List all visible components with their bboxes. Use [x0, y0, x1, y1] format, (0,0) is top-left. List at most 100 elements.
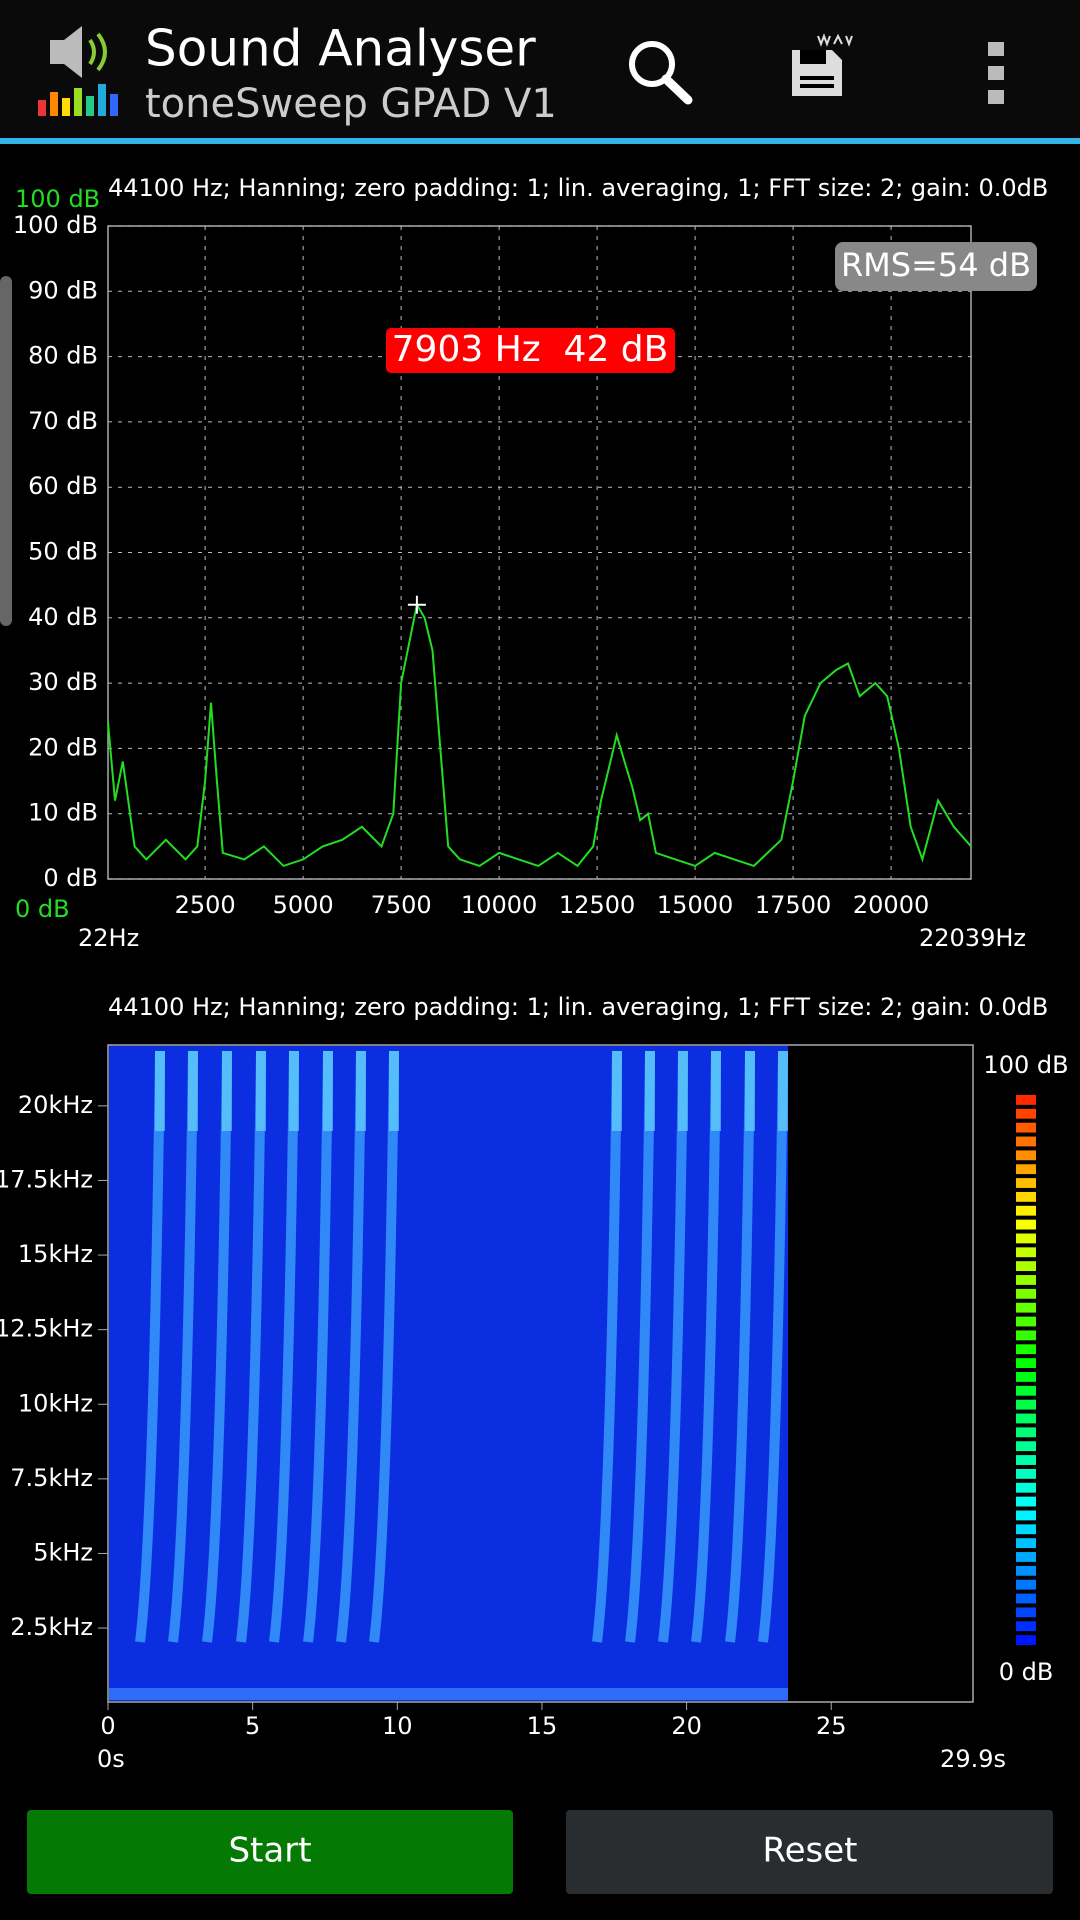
range-top-label: 100 dB — [15, 185, 100, 213]
colorbar-segment — [1016, 1399, 1036, 1410]
peak-label-box — [386, 328, 675, 373]
y-tick-label: 100 dB — [13, 211, 98, 239]
colorbar-segment — [1016, 1524, 1036, 1535]
x-tick-label: 10000 — [461, 891, 537, 919]
x-tick-label: 7500 — [371, 891, 432, 919]
app-icon — [38, 26, 118, 116]
spectrum-line — [107, 601, 972, 868]
sweep-streak — [336, 1050, 366, 1643]
y-tick-label: 50 dB — [28, 538, 98, 566]
x-tick-label: 20 — [671, 1712, 702, 1740]
y-tick-label: 40 dB — [28, 603, 98, 631]
colorbar-segment — [1016, 1593, 1036, 1604]
rms-box — [835, 242, 1037, 291]
colorbar-segment — [1016, 1482, 1036, 1493]
colorbar-segment — [1016, 1468, 1036, 1479]
sweep-streak — [725, 1050, 755, 1643]
sweep-streak — [691, 1050, 721, 1643]
app-bar-divider — [0, 138, 1080, 144]
x-tick-label: 12500 — [559, 891, 635, 919]
y-tick-label: 10kHz — [18, 1389, 93, 1417]
y-tick-label: 90 dB — [28, 276, 98, 304]
colorbar-label: 100 dB — [983, 1051, 1068, 1079]
colorbar-segment — [1016, 1441, 1036, 1452]
search-button[interactable] — [629, 41, 693, 105]
y-tick-label: 60 dB — [28, 472, 98, 500]
app-title: Sound Analyser — [145, 20, 536, 78]
side-drawer-handle[interactable] — [0, 276, 12, 626]
colorbar-segment — [1016, 1579, 1036, 1590]
sweep-streak — [236, 1050, 266, 1643]
y-tick-label: 17.5kHz — [0, 1165, 93, 1193]
sweep-streak — [269, 1050, 299, 1643]
x-tick-label: 0 — [100, 1712, 115, 1740]
x-tick-label: 5 — [245, 1712, 260, 1740]
y-tick-label: 0 dB — [43, 864, 98, 892]
x-range-start: 22Hz — [78, 924, 139, 952]
colorbar-segment — [1016, 1413, 1036, 1424]
peak-label: 7903 Hz 42 dB — [392, 329, 669, 370]
sweep-streak — [592, 1050, 622, 1643]
colorbar-segment — [1016, 1538, 1036, 1549]
colorbar-label: 0 dB — [999, 1658, 1054, 1686]
rms-label: RMS=54 dB — [841, 246, 1031, 284]
y-tick-label: 20 dB — [28, 733, 98, 761]
range-bottom-label: 0 dB — [15, 895, 70, 923]
app-subtitle: toneSweep GPAD V1 — [145, 81, 557, 127]
sweep-streak — [369, 1050, 399, 1643]
colorbar-segment — [1016, 1552, 1036, 1562]
colorbar-segment — [1016, 1164, 1036, 1175]
colorbar-segment — [1016, 1191, 1036, 1202]
x-tick-label: 17500 — [755, 891, 831, 919]
colorbar-segment — [1016, 1510, 1036, 1521]
sweep-streak — [758, 1050, 788, 1643]
colorbar-segment — [1016, 1316, 1036, 1327]
x-tick-label: 25 — [816, 1712, 847, 1740]
y-tick-label: 80 dB — [28, 342, 98, 370]
colorbar-segment — [1016, 1205, 1036, 1216]
colorbar-segment — [1016, 1427, 1036, 1438]
save-wav-button[interactable] — [792, 33, 853, 96]
spectrogram-floor — [109, 1688, 788, 1700]
chart-info: 44100 Hz; Hanning; zero padding: 1; lin.… — [108, 993, 1048, 1021]
colorbar-segment — [1016, 1330, 1036, 1341]
x-range-end: 29.9s — [940, 1745, 1006, 1773]
colorbar-segment — [1016, 1261, 1036, 1272]
sweep-streak — [625, 1050, 655, 1643]
x-tick-label: 5000 — [273, 891, 334, 919]
overflow-menu[interactable] — [988, 42, 1004, 104]
y-tick-label: 30 dB — [28, 668, 98, 696]
sweep-streak — [658, 1050, 688, 1643]
colorbar-segment — [1016, 1150, 1036, 1161]
chart-info: 44100 Hz; Hanning; zero padding: 1; lin.… — [108, 174, 1048, 202]
colorbar-segment — [1016, 1635, 1036, 1645]
colorbar-segment — [1016, 1122, 1036, 1133]
charts: 44100 Hz; Hanning; zero padding: 1; lin.… — [0, 174, 1069, 1773]
sweep-streak — [168, 1050, 198, 1643]
colorbar-segment — [1016, 1607, 1036, 1618]
colorbar-segment — [1016, 1288, 1036, 1299]
colorbar-segment — [1016, 1344, 1036, 1355]
y-tick-label: 7.5kHz — [10, 1464, 93, 1492]
colorbar-segment — [1016, 1565, 1036, 1576]
colorbar-segment — [1016, 1178, 1036, 1188]
reset-button-label[interactable]: Reset — [763, 1831, 858, 1871]
colorbar-segment — [1016, 1302, 1036, 1313]
start-button-label[interactable]: Start — [228, 1831, 311, 1871]
x-tick-label: 20000 — [853, 891, 929, 919]
colorbar-segment — [1016, 1358, 1036, 1368]
start-button[interactable] — [27, 1810, 513, 1894]
x-tick-label: 2500 — [175, 891, 236, 919]
sweep-streak — [202, 1050, 232, 1643]
y-tick-label: 20kHz — [18, 1091, 93, 1119]
colorbar-segment — [1016, 1247, 1036, 1258]
colorbar-segment — [1016, 1372, 1036, 1382]
y-tick-label: 5kHz — [33, 1538, 93, 1566]
colorbar-segment — [1016, 1496, 1036, 1507]
colorbar-segment — [1016, 1233, 1036, 1244]
colorbar-segment — [1016, 1219, 1036, 1230]
reset-button[interactable] — [566, 1810, 1053, 1894]
y-tick-label: 15kHz — [18, 1240, 93, 1268]
